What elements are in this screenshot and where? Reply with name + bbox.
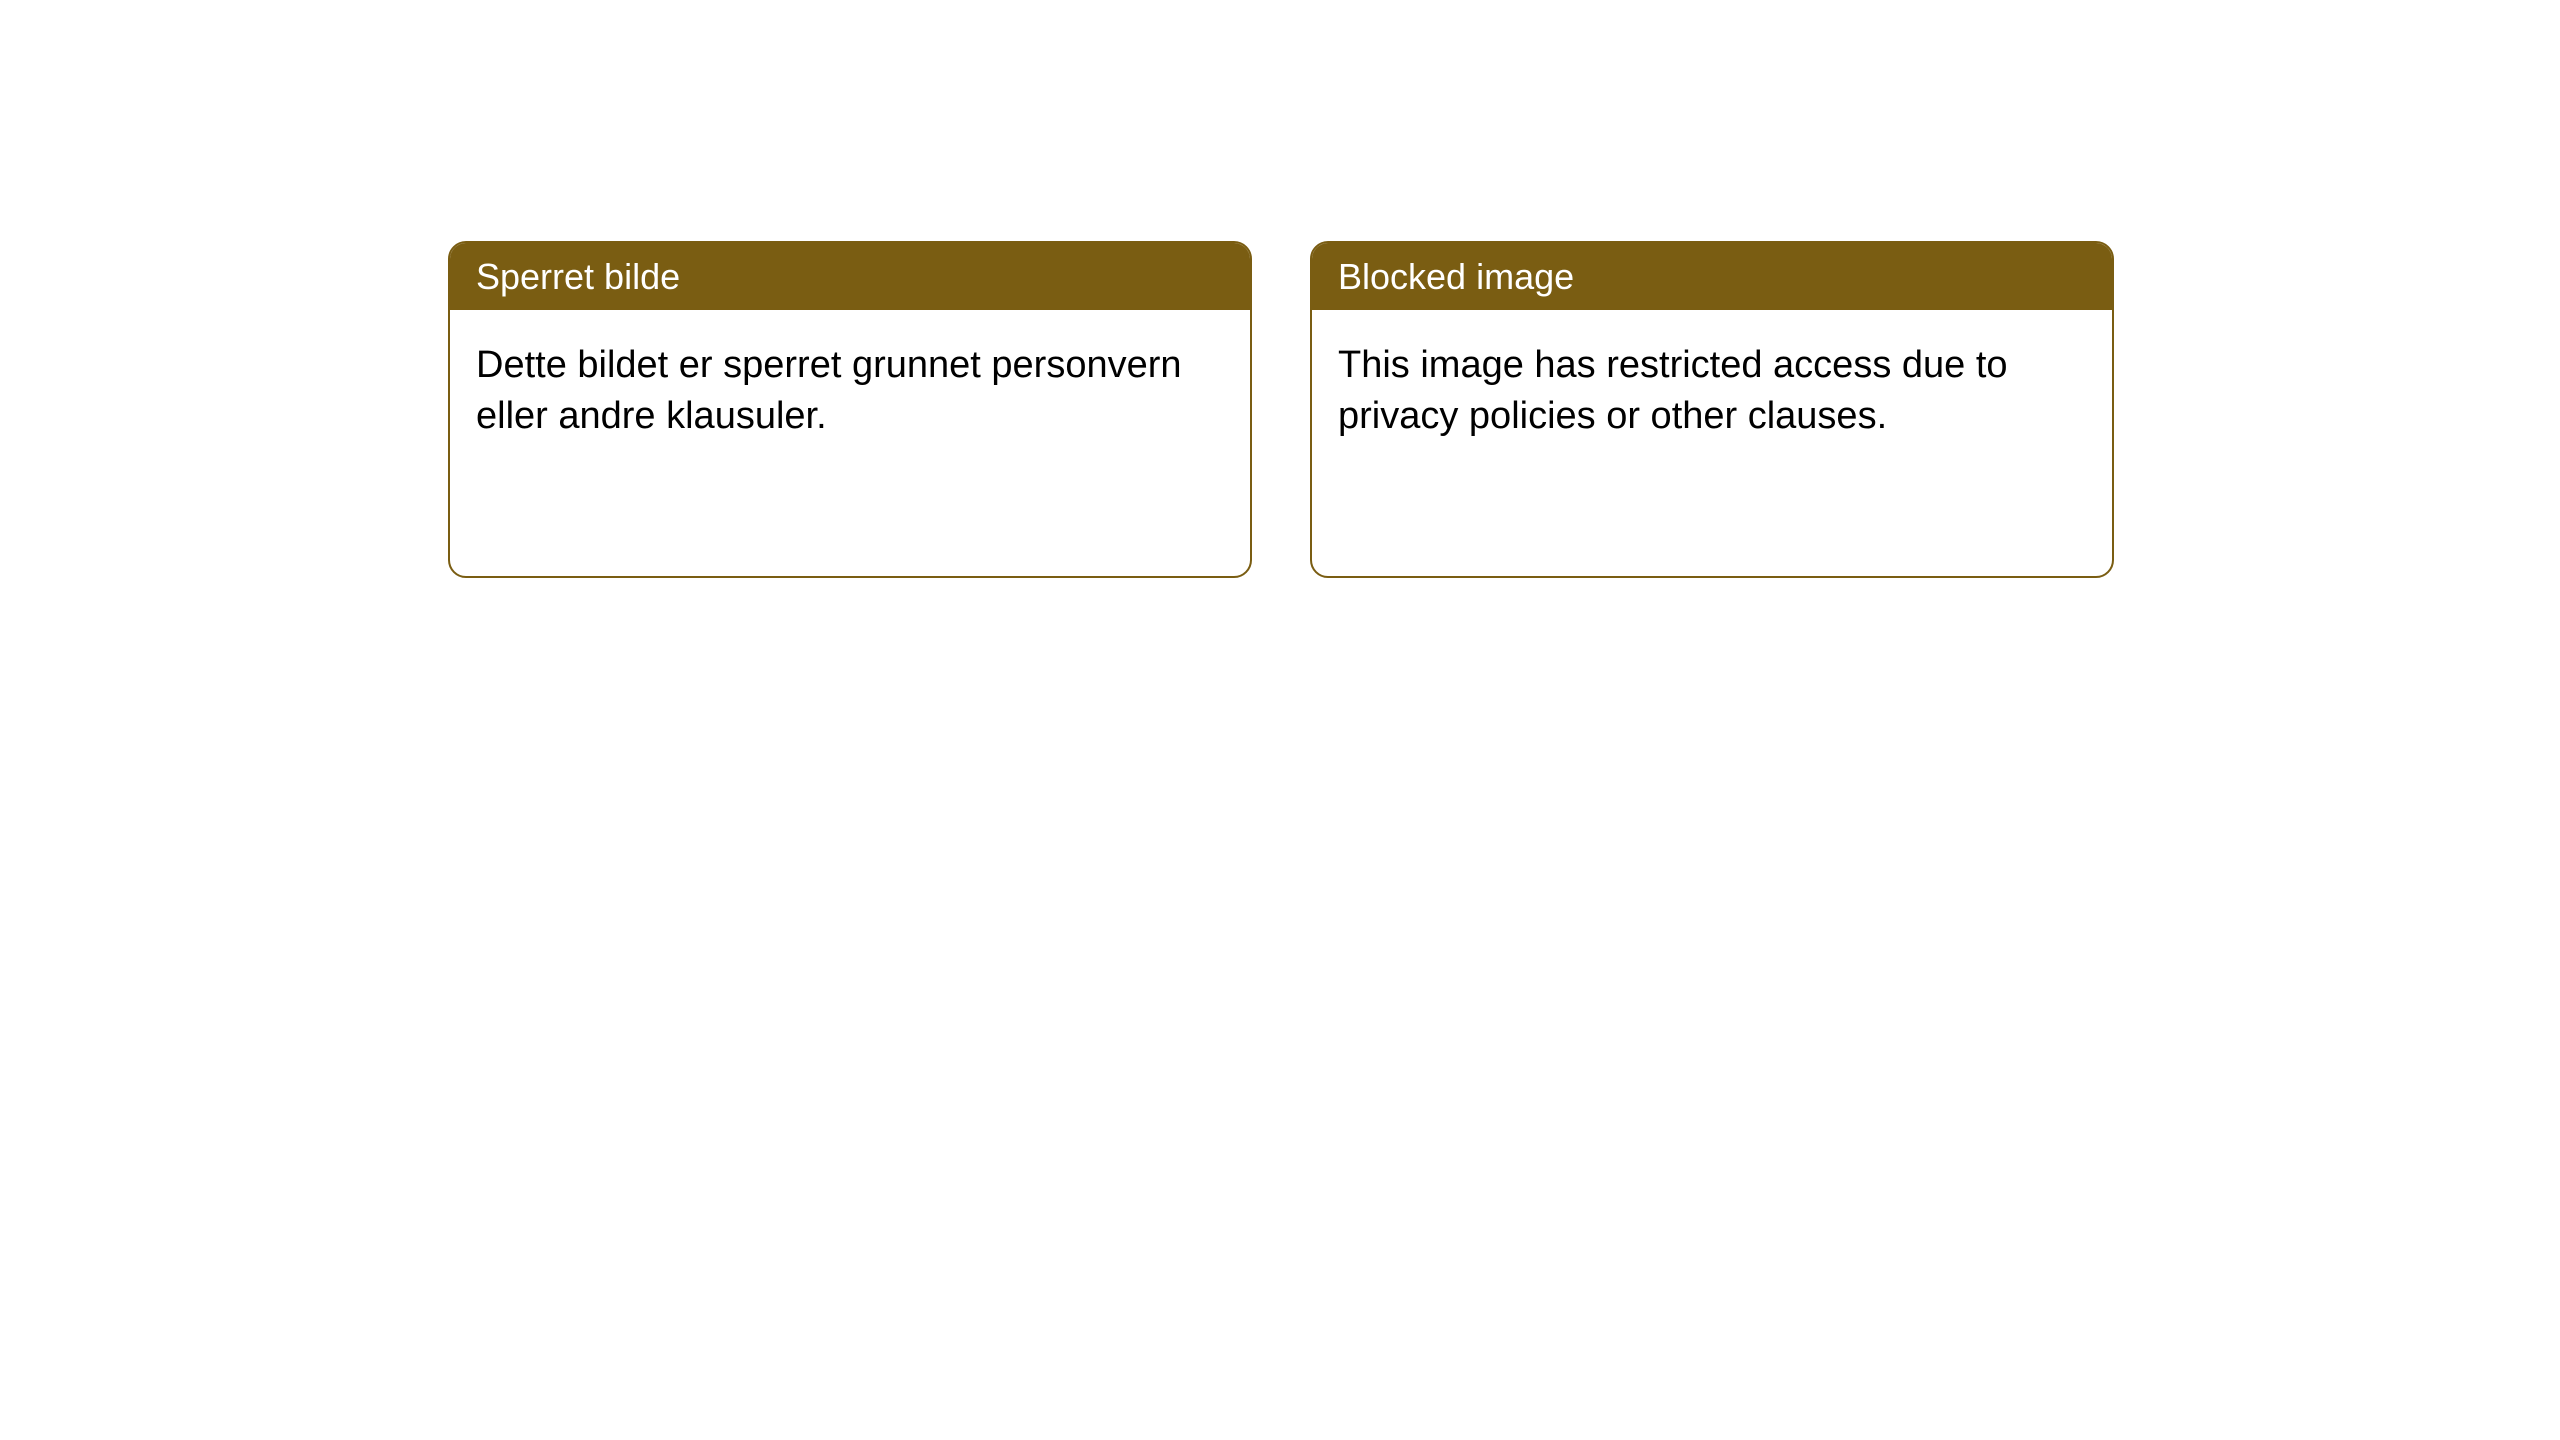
card-body: This image has restricted access due to … [1312,310,2112,473]
notice-card-english: Blocked image This image has restricted … [1310,241,2114,578]
notice-card-norwegian: Sperret bilde Dette bildet er sperret gr… [448,241,1252,578]
card-header: Sperret bilde [450,243,1250,310]
card-body: Dette bildet er sperret grunnet personve… [450,310,1250,473]
card-header: Blocked image [1312,243,2112,310]
notice-card-container: Sperret bilde Dette bildet er sperret gr… [448,241,2114,578]
